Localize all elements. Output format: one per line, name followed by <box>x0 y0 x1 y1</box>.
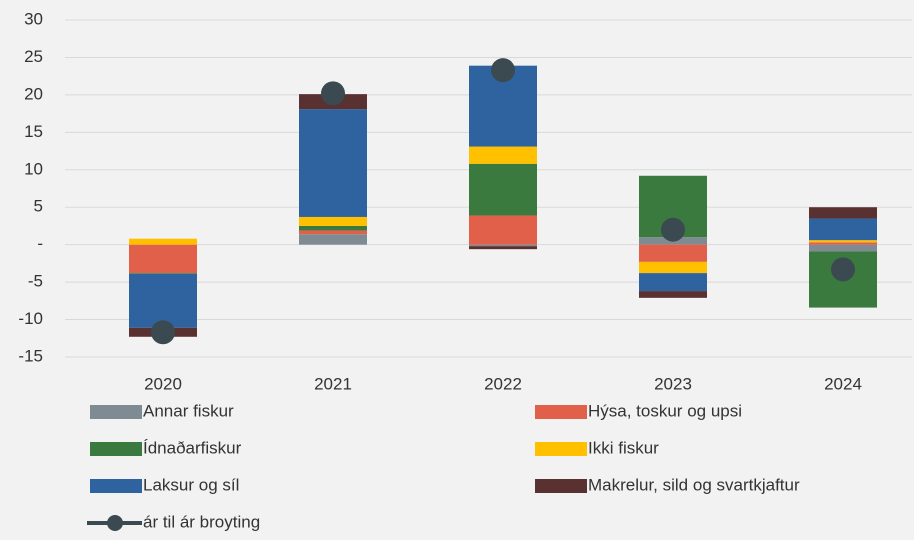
legend-swatch <box>535 442 587 456</box>
bar-segment <box>639 244 707 262</box>
bar-segment <box>129 273 197 274</box>
legend-label: Ikki fiskur <box>588 438 659 457</box>
bar-segment <box>809 244 877 252</box>
line-marker <box>831 257 855 282</box>
bar-segment <box>639 261 707 274</box>
bar-segment <box>469 215 537 245</box>
bar-segment <box>299 234 367 245</box>
line-marker <box>491 58 515 83</box>
legend-swatch <box>90 405 142 419</box>
y-tick-label: 15 <box>24 122 43 141</box>
legend-label: Ídnaðarfiskur <box>143 438 242 457</box>
y-tick-label: 5 <box>34 197 43 216</box>
bar-segment <box>299 225 367 231</box>
y-tick-label: 10 <box>24 159 43 178</box>
y-tick-label: 20 <box>24 84 43 103</box>
bar-segment <box>639 273 707 292</box>
bar-segment <box>809 207 877 219</box>
x-tick-label: 2021 <box>314 374 352 393</box>
bar-segment <box>809 240 877 243</box>
legend-label: Hýsa, toskur og upsi <box>588 401 742 420</box>
bar-segment <box>469 246 537 250</box>
legend-label: Makrelur, sild og svartkjaftur <box>588 475 800 494</box>
legend-swatch <box>90 442 142 456</box>
bar-segment <box>639 291 707 298</box>
y-tick-label: -10 <box>18 309 43 328</box>
bar-segment <box>129 244 197 274</box>
x-tick-label: 2020 <box>144 374 182 393</box>
bar-segment <box>469 163 537 216</box>
y-tick-label: 25 <box>24 47 43 66</box>
legend-swatch <box>535 405 587 419</box>
line-marker <box>151 320 175 345</box>
bar-segment <box>129 238 197 245</box>
y-tick-label: -5 <box>28 272 43 291</box>
line-marker <box>321 81 345 106</box>
legend-label: Laksur og síl <box>143 475 239 494</box>
legend-swatch <box>90 479 142 493</box>
y-tick-label: - <box>37 234 43 253</box>
y-tick-label: -15 <box>18 346 43 365</box>
legend-label: ár til ár broyting <box>143 512 260 531</box>
x-tick-label: 2023 <box>654 374 692 393</box>
line-marker <box>661 217 685 242</box>
y-tick-label: 30 <box>24 9 43 28</box>
bar-segment <box>809 218 877 241</box>
legend-label: Annar fiskur <box>143 401 234 420</box>
bar-segment <box>129 273 197 328</box>
x-tick-label: 2024 <box>824 374 862 393</box>
bar-segment <box>299 109 367 217</box>
x-tick-label: 2022 <box>484 374 522 393</box>
bar-segment <box>469 146 537 164</box>
bar-segment <box>299 216 367 226</box>
bar-segment <box>809 242 877 245</box>
legend-swatch <box>535 479 587 493</box>
bar-segment <box>299 230 367 235</box>
bar-segment <box>469 244 537 247</box>
legend-marker <box>107 515 123 531</box>
